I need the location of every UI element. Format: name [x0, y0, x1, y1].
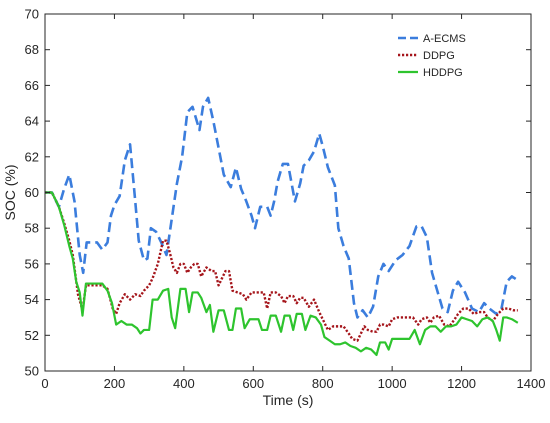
series-line-a-ecms: [45, 96, 518, 319]
legend-label-hddpg: HDDPG: [423, 67, 463, 79]
x-tick-label: 400: [173, 376, 195, 391]
x-tick-label: 1200: [447, 376, 476, 391]
legend-label-a-ecms: A-ECMS: [423, 33, 466, 45]
y-tick-label: 66: [25, 78, 39, 93]
y-axis-label: SOC (%): [2, 165, 18, 221]
x-axis-label: Time (s): [263, 392, 314, 408]
y-tick-label: 58: [25, 221, 39, 236]
x-tick-label: 0: [41, 376, 48, 391]
y-tick-label: 62: [25, 149, 39, 164]
y-tick-label: 70: [25, 7, 39, 22]
legend-label-ddpg: DDPG: [423, 50, 455, 62]
series-layer: [45, 96, 519, 357]
x-tick-label: 1000: [378, 376, 407, 391]
axis-layer: 0 200 400 600 800 1000 1200 1400 50 52 54 56 58 60 62 6…: [25, 7, 546, 392]
y-tick-label: 64: [25, 114, 39, 129]
x-tick-label: 200: [104, 376, 126, 391]
series-line-ddpg: [45, 191, 518, 342]
x-tick-label: 600: [242, 376, 264, 391]
x-tick-label: 1400: [517, 376, 546, 391]
legend: A-ECMS DDPG HDDPG: [398, 33, 466, 79]
y-tick-label: 60: [25, 185, 39, 200]
y-tick-label: 50: [25, 364, 39, 379]
y-tick-label: 52: [25, 328, 39, 343]
y-tick-label: 54: [25, 292, 39, 307]
y-tick-label: 68: [25, 42, 39, 57]
x-tick-label: 800: [312, 376, 334, 391]
series-line-hddpg: [45, 191, 519, 357]
y-tick-label: 56: [25, 256, 39, 271]
